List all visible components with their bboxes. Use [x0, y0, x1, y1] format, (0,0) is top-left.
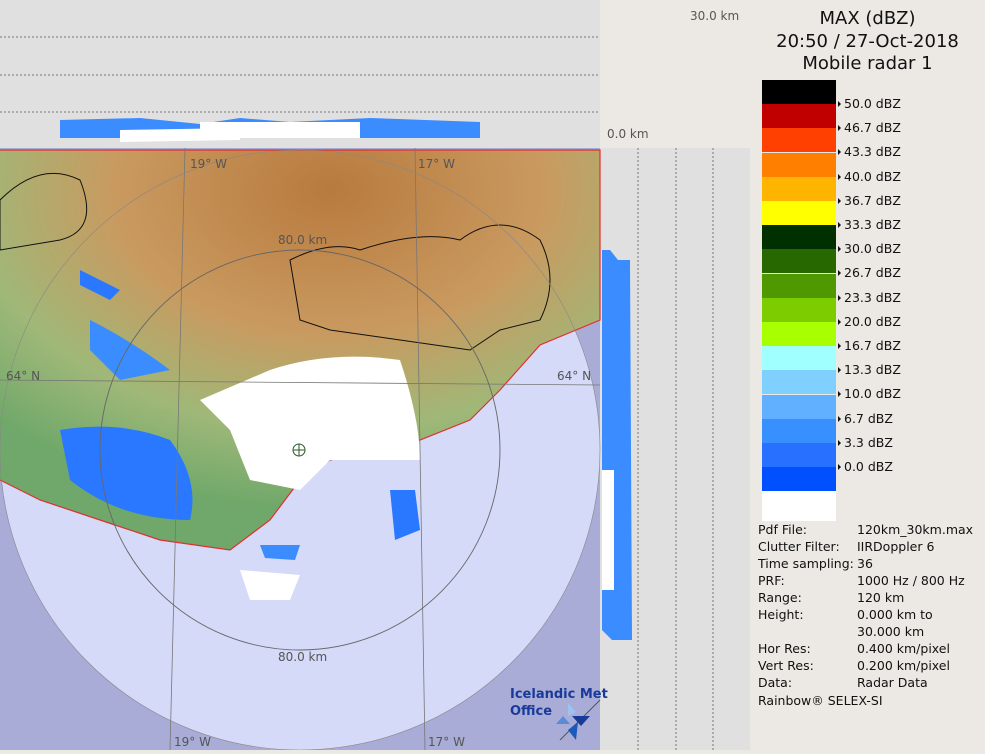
legend-swatch — [762, 225, 836, 250]
info-key: Data: — [758, 675, 793, 690]
lat-label-left: 64° N — [6, 369, 41, 383]
info-value: 0.200 km/pixel — [857, 658, 950, 673]
info-value: 30.000 km — [857, 624, 925, 639]
legend-swatch — [762, 104, 836, 129]
legend-label: 13.3 dBZ — [838, 362, 901, 377]
echo-region — [240, 570, 300, 600]
info-row: Vert Res: 0.200 km/pixel — [758, 658, 950, 673]
product-title: MAX (dBZ) — [819, 8, 916, 29]
info-row: 30.000 km — [758, 624, 924, 639]
legend-label: 26.7 dBZ — [838, 265, 901, 280]
legend-label: 43.3 dBZ — [838, 144, 901, 159]
datetime: 20:50 / 27-Oct-2018 — [776, 31, 959, 52]
info-row: Clutter Filter: IIRDoppler 6 — [758, 539, 934, 554]
legend-swatch — [762, 152, 836, 177]
legend-swatch — [762, 80, 836, 104]
legend-swatch — [762, 128, 836, 153]
lon-label-bottom-19w: 19° W — [174, 735, 211, 749]
zero-height-label: 0.0 km — [607, 127, 649, 141]
info-row: Height: 0.000 km to — [758, 607, 933, 622]
logo-text: Office — [510, 704, 553, 719]
legend-swatch — [762, 394, 836, 419]
legend-label: 23.3 dBZ — [838, 290, 901, 305]
radar-map-graphic — [0, 0, 750, 751]
info-key: Hor Res: — [758, 641, 811, 656]
logo-text: Icelandic Met — [510, 687, 608, 702]
legend-label: 0.0 dBZ — [838, 459, 893, 474]
info-value: 1000 Hz / 800 Hz — [857, 573, 965, 588]
imo-logo-icon — [556, 703, 590, 740]
legend-label: 6.7 dBZ — [838, 411, 893, 426]
info-key: PRF: — [758, 573, 785, 588]
legend-label: 46.7 dBZ — [838, 120, 901, 135]
legend-label: 36.7 dBZ — [838, 193, 901, 208]
legend-swatch — [762, 418, 836, 443]
info-key: Pdf File: — [758, 522, 807, 537]
glacier-outline — [289, 224, 551, 351]
imo-logo: Icelandic Met Office — [510, 686, 608, 720]
radar-map: 30.0 km 0.0 km 80.0 km 80.0 km 64° N 64°… — [0, 0, 750, 751]
legend-swatch — [762, 443, 836, 467]
info-value: 120km_30km.max — [857, 522, 974, 537]
legend-label: 10.0 dBZ — [838, 386, 901, 401]
info-value: Radar Data — [857, 675, 928, 690]
info-row: Range: 120 km — [758, 590, 904, 605]
info-value: 0.400 km/pixel — [857, 641, 950, 656]
lon-label-bottom-17w: 17° W — [428, 735, 465, 749]
info-row: Data: Radar Data — [758, 675, 928, 690]
echo-region — [90, 320, 170, 380]
credit: Rainbow® SELEX-SI — [758, 693, 883, 708]
info-key: Time sampling: — [758, 556, 854, 571]
legend-panel: MAX (dBZ) 20:50 / 27-Oct-2018 Mobile rad… — [750, 0, 985, 750]
legend-swatch — [762, 176, 836, 201]
lon-label-top-19w: 19° W — [190, 157, 227, 171]
legend-swatch — [762, 346, 836, 371]
ring-label-top: 80.0 km — [278, 233, 328, 247]
legend-label: 40.0 dBZ — [838, 169, 901, 184]
top-height-label: 30.0 km — [690, 9, 740, 23]
info-value: 36 — [857, 556, 873, 571]
legend-swatch — [762, 322, 836, 346]
glacier-outline — [0, 172, 88, 251]
info-value: 0.000 km to — [857, 607, 933, 622]
info-value: IIRDoppler 6 — [857, 539, 935, 554]
legend-label: 33.3 dBZ — [838, 217, 901, 232]
legend-swatch — [762, 370, 836, 395]
range-ring-80km — [99, 249, 501, 651]
legend-swatch — [762, 201, 836, 225]
legend-swatch — [762, 297, 836, 322]
longitude-line — [414, 147, 426, 751]
legend-label: 16.7 dBZ — [838, 338, 901, 353]
legend-label: 30.0 dBZ — [838, 241, 901, 256]
echo-region — [200, 356, 420, 490]
ring-label-bottom: 80.0 km — [278, 650, 328, 664]
echo-region — [390, 490, 420, 540]
info-row: PRF: 1000 Hz / 800 Hz — [758, 573, 965, 588]
legend-swatch — [762, 273, 836, 298]
lon-label-top-17w: 17° W — [418, 157, 455, 171]
info-row: Hor Res: 0.400 km/pixel — [758, 641, 950, 656]
radar-name: Mobile radar 1 — [802, 53, 933, 74]
echo-region — [260, 545, 300, 560]
info-key: Range: — [758, 590, 802, 605]
legend-swatch — [762, 467, 836, 492]
legend-label: 3.3 dBZ — [838, 435, 893, 450]
info-key: Clutter Filter: — [758, 539, 840, 554]
info-key: Height: — [758, 607, 804, 622]
info-row: Time sampling: 36 — [758, 556, 873, 571]
longitude-line — [169, 147, 186, 751]
legend-label: 50.0 dBZ — [838, 96, 901, 111]
latitude-line — [0, 379, 601, 386]
echo-region — [60, 426, 193, 520]
info-row: Pdf File: 120km_30km.max — [758, 522, 973, 537]
info-key: Vert Res: — [758, 658, 814, 673]
info-value: 120 km — [857, 590, 905, 605]
legend-swatch — [762, 491, 836, 522]
legend-swatch — [762, 249, 836, 274]
lat-label-right: 64° N — [557, 369, 592, 383]
legend-label: 20.0 dBZ — [838, 314, 901, 329]
echo-region — [80, 270, 120, 300]
